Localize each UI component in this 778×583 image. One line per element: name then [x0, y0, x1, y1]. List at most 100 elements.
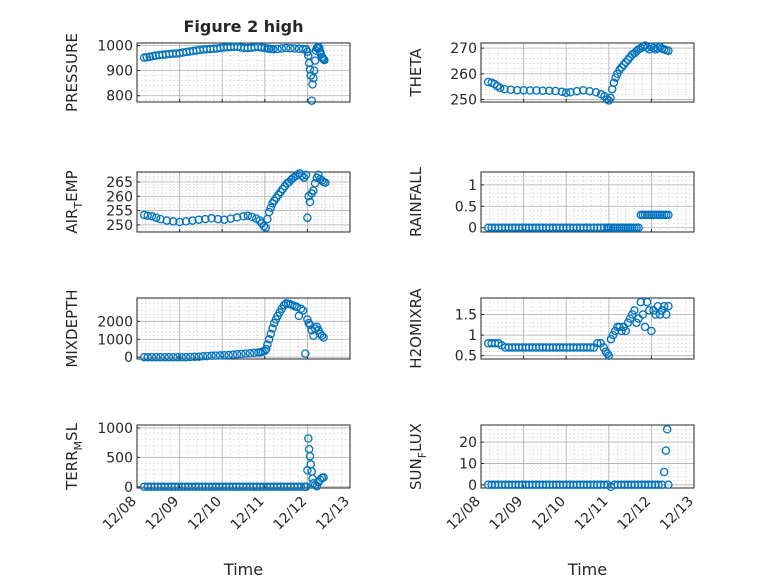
data-point: [318, 53, 327, 63]
data-point: [188, 216, 197, 225]
data-point: [615, 322, 624, 332]
data-point: [621, 326, 631, 336]
data-point: [621, 57, 631, 67]
data-point: [200, 214, 210, 224]
data-point: [634, 223, 643, 232]
axes-box: [480, 424, 695, 489]
data-point: [257, 43, 266, 52]
data-point: [143, 211, 152, 220]
data-point: [181, 352, 191, 362]
data-point: [525, 86, 535, 95]
data-point: [664, 480, 673, 490]
x-tick-label: 12/11: [228, 494, 268, 534]
subplot-theta: 250 260 270 THETA: [407, 41, 695, 108]
subplot-h2omixra: 0.5 1 1.5 H2OMIXRA: [407, 288, 695, 369]
data-point: [651, 45, 660, 54]
data-point: [147, 352, 157, 362]
data-point: [243, 211, 253, 220]
data-point: [627, 310, 637, 319]
data-point: [237, 349, 246, 359]
data-point: [655, 42, 665, 52]
data-point: [551, 86, 560, 96]
x-tick-label: 12/09: [143, 494, 183, 534]
axes-box: [136, 297, 351, 360]
data-point: [617, 63, 626, 72]
data-point: [301, 170, 311, 180]
x-tick-label: 12/09: [487, 494, 527, 534]
y-axis-label: AIRTEMP: [63, 170, 85, 233]
data-point: [659, 301, 669, 311]
data-point: [175, 217, 184, 227]
data-point: [220, 350, 229, 360]
data-point: [211, 351, 221, 360]
data-point: [500, 84, 509, 94]
data-point: [296, 304, 306, 314]
subplot-rainfall: 0 0.5 1 RAINFALL: [407, 166, 695, 237]
data-point: [642, 297, 652, 307]
series-theta: [483, 41, 673, 105]
data-point: [220, 215, 229, 224]
data-point: [281, 43, 291, 53]
data-point: [239, 212, 248, 221]
y-tick-label: 0: [124, 350, 133, 366]
subplot-pressure: 800 900 1000 PRESSURE Figure 2 high: [63, 17, 351, 112]
series-terr-msl: [139, 434, 328, 492]
data-point: [301, 349, 310, 358]
data-point: [241, 349, 250, 358]
y-tick-label: 0: [468, 478, 477, 494]
data-point: [264, 335, 274, 344]
data-point: [606, 93, 615, 103]
data-point: [305, 451, 315, 461]
data-point: [572, 86, 582, 96]
data-point: [151, 352, 161, 362]
data-point: [655, 310, 665, 319]
data-point: [609, 78, 619, 88]
data-point: [304, 318, 313, 328]
data-point: [181, 217, 191, 226]
series-mixdepth: [139, 299, 328, 362]
data-point: [659, 467, 669, 477]
data-point: [264, 207, 274, 217]
data-point: [320, 55, 329, 65]
data-point: [147, 212, 157, 221]
y-tick-label: 1000: [97, 332, 133, 348]
x-tick-label: 12/13: [657, 494, 697, 534]
y-tick-label: 20: [459, 435, 477, 451]
data-point: [561, 88, 571, 98]
data-point: [664, 46, 673, 55]
data-point: [585, 86, 594, 96]
series-rainfall: [483, 210, 673, 232]
data-point: [604, 351, 614, 360]
data-point: [309, 66, 319, 75]
data-point: [608, 330, 618, 340]
data-point: [636, 43, 646, 53]
x-tick-label: 12/12: [614, 494, 654, 534]
data-point: [303, 213, 312, 222]
data-point: [307, 467, 316, 476]
data-point: [304, 434, 313, 443]
data-point: [207, 214, 216, 223]
y-tick-label: 1: [468, 178, 477, 194]
data-point: [566, 88, 575, 97]
data-point: [224, 350, 233, 360]
y-axis-label: H2OMIXRA: [407, 288, 425, 369]
chart-title: Figure 2 high: [184, 17, 304, 36]
data-point: [578, 85, 588, 95]
data-point: [259, 222, 269, 231]
y-tick-label: 1: [468, 328, 477, 344]
data-point: [268, 324, 277, 333]
data-point: [273, 44, 282, 54]
data-point: [319, 473, 328, 482]
data-point: [645, 306, 654, 315]
data-point: [638, 310, 648, 319]
data-point: [632, 318, 641, 327]
data-point: [298, 306, 308, 315]
data-point: [228, 350, 238, 359]
data-point: [623, 55, 633, 64]
data-point: [645, 45, 654, 54]
axes-box: [480, 42, 695, 103]
y-tick-label: 250: [450, 92, 477, 108]
data-point: [625, 314, 635, 323]
x-axis-label: Time: [567, 560, 607, 579]
x-tick-label: 12/08: [444, 494, 484, 534]
